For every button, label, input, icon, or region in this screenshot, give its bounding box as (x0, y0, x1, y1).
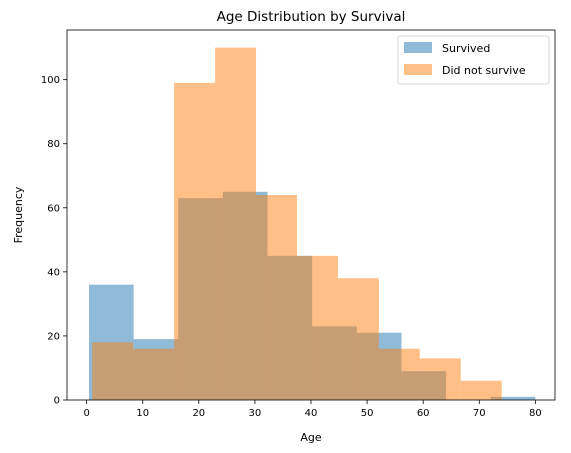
bar-series-1-bin-1 (133, 348, 175, 400)
legend-swatch-did-not-survive (404, 64, 432, 75)
legend-swatch-survived (404, 42, 432, 53)
bar-series-1-bin-8 (419, 358, 461, 400)
legend-label-survived: Survived (442, 42, 490, 55)
y-tick-label: 60 (47, 203, 60, 214)
x-axis-label: Age (300, 431, 322, 444)
x-tick-label: 30 (249, 408, 262, 419)
bar-series-1-bin-3 (215, 47, 257, 400)
x-tick-label: 40 (305, 408, 318, 419)
legend-frame (397, 35, 550, 85)
y-axis-label: Frequency (12, 186, 25, 243)
x-tick-label: 10 (136, 408, 149, 419)
y-tick-label: 40 (47, 267, 60, 278)
x-tick-label: 60 (417, 408, 430, 419)
y-tick-label: 80 (47, 139, 60, 150)
y-axis: 0 20 40 60 80 100 (41, 75, 67, 407)
x-tick-label: 0 (83, 408, 89, 419)
y-tick-label: 0 (54, 396, 60, 407)
legend: Survived Did not survive (397, 35, 550, 85)
bar-series-1-bin-9 (460, 380, 502, 400)
bar-series-1-bin-4 (256, 194, 297, 400)
bars-layer (88, 47, 536, 400)
y-tick-label: 20 (47, 331, 60, 342)
x-tick-label: 70 (473, 408, 486, 419)
bar-series-1-bin-7 (378, 348, 420, 400)
bar-series-1-bin-5 (296, 255, 338, 400)
y-tick-label: 100 (41, 75, 60, 86)
x-tick-label: 20 (192, 408, 205, 419)
x-axis: 0 10 20 30 40 50 60 70 80 (83, 400, 542, 419)
chart-title: Age Distribution by Survival (217, 9, 406, 25)
bar-series-0-bin-9 (490, 396, 536, 400)
x-tick-label: 50 (361, 408, 374, 419)
bar-series-1-bin-6 (337, 278, 379, 400)
x-tick-label: 80 (529, 408, 542, 419)
legend-label-did-not-survive: Did not survive (442, 64, 526, 77)
bar-series-1-bin-2 (174, 82, 216, 400)
bar-series-1-bin-0 (92, 342, 134, 400)
